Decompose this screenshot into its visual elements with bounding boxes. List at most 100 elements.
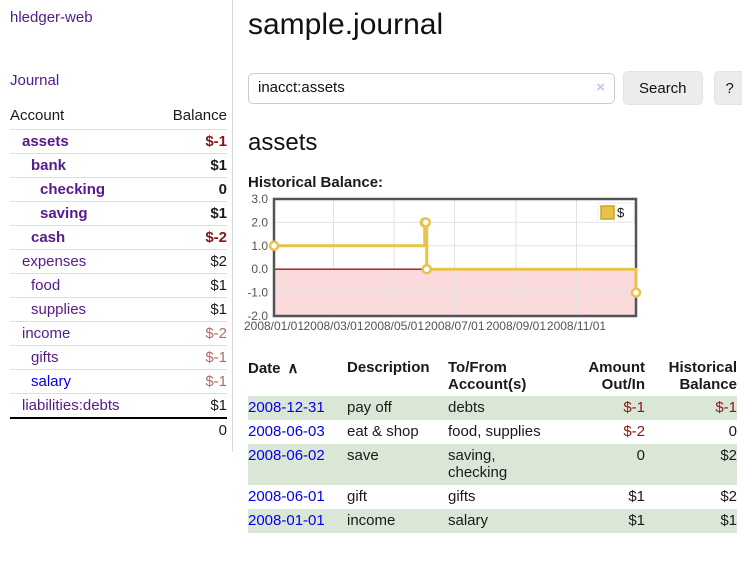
register-row: 2008-12-31 pay off debts $-1 $-1: [248, 396, 737, 420]
account-name-cell: salary: [10, 369, 156, 394]
account-balance: $1: [155, 297, 227, 322]
account-balance: $-1: [155, 129, 227, 154]
register-accounts-cell: saving, checking: [448, 447, 508, 481]
account-name-cell: assets: [10, 129, 156, 154]
transaction-date-link[interactable]: 2008-12-31: [248, 399, 325, 416]
sidebar-account-supplies[interactable]: supplies: [31, 301, 87, 318]
sidebar-inner: hledger-web Journal Account Balance asse…: [0, 0, 233, 452]
data-point-marker: [268, 240, 280, 252]
register-date-cell: 2008-06-02: [248, 444, 347, 485]
register-amount-cell: 0: [636, 447, 645, 464]
legend-swatch: [600, 205, 615, 220]
data-point-marker: [630, 287, 642, 298]
transaction-date-link[interactable]: 2008-06-03: [248, 423, 325, 440]
chart-title: Historical Balance:: [248, 174, 384, 191]
x-axis-tick-label: 2008/11/01: [547, 319, 606, 333]
transaction-date-link[interactable]: 2008-01-01: [248, 512, 325, 529]
account-name-cell: expenses: [10, 249, 156, 274]
accounts-header-account: Account: [10, 107, 65, 124]
account-row: gifts $-1: [10, 345, 227, 370]
account-balance: $2: [155, 249, 227, 274]
app-title-link[interactable]: hledger-web: [10, 9, 93, 26]
page: hledger-web Journal Account Balance asse…: [0, 0, 742, 533]
account-row: expenses $2: [10, 249, 227, 274]
main-content: sample.journal × Search ? assets Histori…: [233, 0, 742, 533]
account-balance: $-2: [155, 321, 227, 346]
register-table: Date ∧ Description To/From Account(s) Amo…: [248, 357, 737, 533]
account-name-cell: food: [10, 273, 156, 298]
sidebar-account-bank[interactable]: bank: [31, 157, 67, 174]
sidebar-account-salary[interactable]: salary: [31, 373, 72, 390]
register-header-balance: Historical Balance: [668, 359, 737, 393]
register-row: 2008-06-01 gift gifts $1 $2: [248, 485, 737, 509]
accounts-total-value: 0: [155, 417, 227, 442]
register-amount-cell: $-2: [623, 423, 645, 440]
account-balance: $-2: [155, 225, 227, 250]
register-description-cell: eat & shop: [347, 423, 419, 440]
account-row: liabilities:debts $1: [10, 393, 227, 418]
date-header-label: Date: [248, 360, 281, 377]
sidebar-account-food[interactable]: food: [31, 277, 61, 294]
account-balance: $1: [155, 153, 227, 178]
register-amount-cell: $1: [628, 488, 645, 505]
accounts-header-balance: Balance: [172, 107, 227, 124]
x-axis-tick-label: 2008/07/01: [424, 319, 484, 333]
sidebar-nav: Journal: [10, 72, 227, 89]
account-row: income $-2: [10, 321, 227, 346]
accounts-total-spacer: [10, 417, 156, 442]
sidebar-account-liabilities-debts[interactable]: liabilities:debts: [22, 397, 120, 414]
transaction-date-link[interactable]: 2008-06-02: [248, 447, 325, 464]
account-name-cell: income: [10, 321, 156, 346]
account-row: saving $1: [10, 201, 227, 226]
register-amount-cell: $-1: [623, 399, 645, 416]
sidebar-account-gifts[interactable]: gifts: [31, 349, 59, 366]
register-description-cell: income: [347, 512, 396, 529]
account-balance: $-1: [155, 369, 227, 394]
sidebar-item-journal[interactable]: Journal: [10, 72, 60, 89]
sidebar-account-checking[interactable]: checking: [40, 181, 106, 198]
y-axis-tick-label: 0.0: [251, 262, 268, 276]
y-axis-tick-label: -1.0: [247, 286, 268, 300]
accounts-total-row: 0: [10, 417, 227, 442]
y-axis-tick-label: 2.0: [251, 215, 268, 229]
register-row: 2008-01-01 income salary $1 $1: [248, 509, 737, 533]
sidebar-account-cash[interactable]: cash: [31, 229, 66, 246]
x-axis-tick-label: 2008/05/01: [364, 319, 424, 333]
account-balance: 0: [155, 177, 227, 202]
sort-asc-icon: ∧: [287, 360, 299, 377]
search-input[interactable]: [248, 72, 615, 104]
y-axis-tick-label: 3.0: [251, 194, 268, 206]
register-accounts-cell: food, supplies: [448, 423, 541, 440]
register-row: 2008-06-03 eat & shop food, supplies $-2 0: [248, 420, 737, 444]
register-balance-cell: $-1: [715, 399, 737, 416]
account-balance: $1: [155, 201, 227, 226]
account-row: cash $-2: [10, 225, 227, 250]
account-row: food $1: [10, 273, 227, 298]
help-button[interactable]: ?: [713, 71, 742, 105]
search-box: ×: [248, 72, 615, 104]
sidebar-account-expenses[interactable]: expenses: [22, 253, 87, 270]
register-balance-cell: 0: [728, 423, 737, 440]
register-date-cell: 2008-06-03: [248, 420, 347, 444]
sidebar-account-income[interactable]: income: [22, 325, 71, 342]
account-heading: assets: [248, 129, 318, 156]
legend-label: $: [617, 205, 625, 220]
search-button[interactable]: Search: [623, 71, 703, 105]
register-date-cell: 2008-06-01: [248, 485, 347, 509]
account-balance: $-1: [155, 345, 227, 370]
register-accounts-cell: salary: [448, 512, 489, 529]
register-date-cell: 2008-01-01: [248, 509, 347, 533]
sidebar-account-assets[interactable]: assets: [22, 133, 69, 150]
account-name-cell: bank: [10, 153, 156, 178]
register-header-date[interactable]: Date ∧: [248, 357, 347, 396]
register-description-cell: gift: [347, 488, 368, 505]
register-description-cell: save: [347, 447, 379, 464]
account-balance: $1: [155, 393, 227, 418]
register-amount-cell: $1: [628, 512, 645, 529]
sidebar-account-saving[interactable]: saving: [40, 205, 88, 222]
clear-search-icon[interactable]: ×: [596, 78, 605, 96]
y-axis-tick-label: -2.0: [247, 309, 268, 323]
transaction-date-link[interactable]: 2008-06-01: [248, 488, 325, 505]
account-balance: $1: [155, 273, 227, 298]
